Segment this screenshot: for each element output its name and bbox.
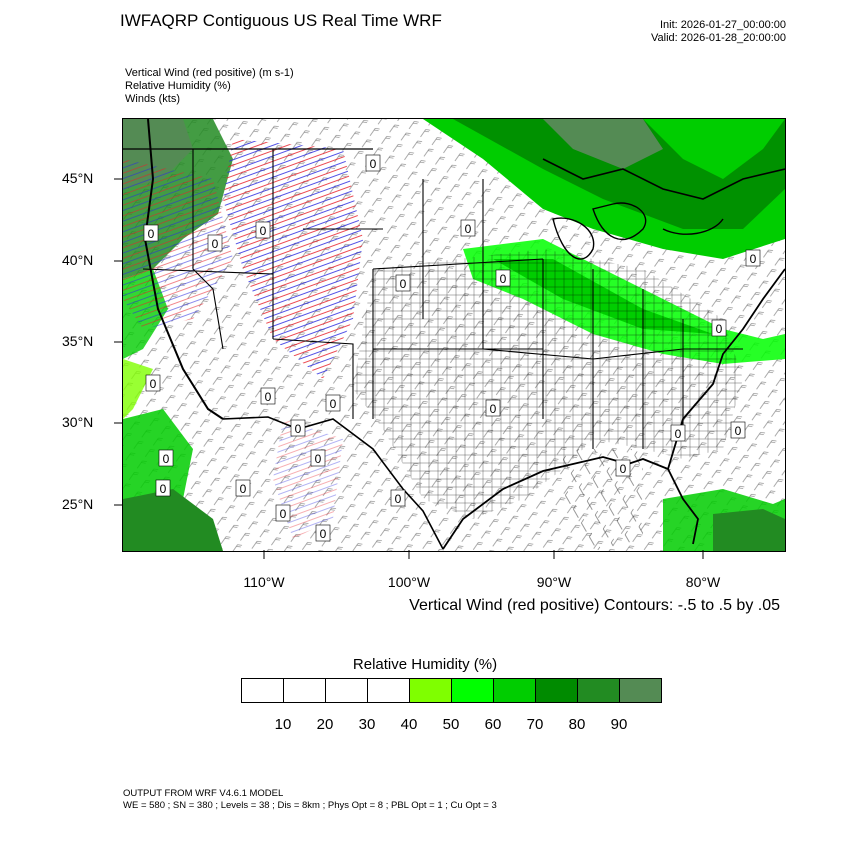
zero-label-box (365, 154, 381, 172)
zero-label-box (390, 489, 406, 507)
coastlines-borders (123, 119, 785, 550)
valid-time: Valid: 2026-01-28_20:00:00 (651, 32, 786, 44)
run-time-info: Init: 2026-01-27_00:00:00 Valid: 2026-01… (651, 19, 786, 45)
model-version: OUTPUT FROM WRF V4.6.1 MODEL (123, 788, 284, 799)
map-title: IWFAQRP Contiguous US Real Time WRF (120, 11, 442, 30)
county-lines (353, 249, 743, 519)
zero-label-box (315, 524, 331, 542)
legend-swatch (452, 679, 494, 702)
field-list: Vertical Wind (red positive) (m s-1) Rel… (125, 67, 294, 106)
lon-label-80: 80°W (685, 574, 721, 590)
zero-label-box (290, 419, 306, 437)
legend-swatch (536, 679, 578, 702)
zero-contour-label: 0 (260, 224, 267, 238)
zero-contour-label: 0 (500, 272, 507, 286)
zero-contour-label: 0 (395, 492, 402, 506)
zero-label-box (235, 479, 251, 497)
lon-label-100: 100°W (387, 574, 431, 590)
zero-contour-label: 0 (330, 397, 337, 411)
legend-swatch (578, 679, 620, 702)
lat-label-30: 30°N (62, 414, 94, 430)
zero-contour-label: 0 (295, 422, 302, 436)
legend-swatch (494, 679, 536, 702)
zero-contour-label: 0 (160, 482, 167, 496)
zero-label-box (207, 234, 223, 252)
legend-title: Relative Humidity (%) (352, 656, 498, 673)
legend-tick-label: 20 (316, 716, 334, 733)
lat-label-45: 45°N (62, 170, 94, 186)
zero-label-box (310, 449, 326, 467)
contour-note: Vertical Wind (red positive) Contours: -… (409, 597, 780, 614)
legend-tick-label: 10 (274, 716, 292, 733)
lat-label-35: 35°N (62, 333, 94, 349)
lat-label-40: 40°N (62, 252, 94, 268)
lon-label-90: 90°W (536, 574, 572, 590)
legend-swatch (368, 679, 410, 702)
legend-tick-label: 70 (526, 716, 544, 733)
zero-contour-label: 0 (750, 252, 757, 266)
zero-contour-label: 0 (163, 452, 170, 466)
field-relative-humidity: Relative Humidity (%) (125, 80, 231, 92)
model-footer: OUTPUT FROM WRF V4.6.1 MODEL WE = 580 ; … (123, 788, 497, 812)
legend-tick-label: 90 (610, 716, 628, 733)
zero-contour-label: 0 (465, 222, 472, 236)
zero-contour-label: 0 (716, 322, 723, 336)
zero-label-box (255, 221, 271, 239)
zero-contour-label: 0 (675, 427, 682, 441)
zero-label-box (670, 424, 686, 442)
zero-contour-label: 0 (320, 527, 327, 541)
legend-tick-label: 50 (442, 716, 460, 733)
map-canvas: 0 0 0 0 0 0 0 0 0 0 0 0 0 0 0 0 0 0 0 0 0 0 0 0 (123, 119, 785, 551)
legend-swatch (326, 679, 368, 702)
lat-label-25: 25°N (62, 496, 94, 512)
zero-contour-label: 0 (400, 277, 407, 291)
zero-contour-label: 0 (735, 424, 742, 438)
legend-tick-label: 30 (358, 716, 376, 733)
zero-label-box (395, 274, 411, 292)
zero-label-box (155, 479, 171, 497)
zero-label-box (260, 387, 276, 405)
legend-tick-label: 80 (568, 716, 586, 733)
weather-map: 0 0 0 0 0 0 0 0 0 0 0 0 0 0 0 0 0 0 0 0 0 0 0 0 (122, 118, 786, 552)
zero-label-box (460, 219, 476, 237)
field-winds: Winds (kts) (125, 93, 180, 105)
map-ticks (114, 178, 704, 559)
zero-label-box (158, 449, 174, 467)
zero-contour-label: 0 (150, 377, 157, 391)
zero-contour-label: 0 (315, 452, 322, 466)
zero-contour-label: 0 (212, 237, 219, 251)
lon-label-110: 110°W (243, 574, 285, 590)
zero-contour-label: 0 (620, 462, 627, 476)
zero-label-box (145, 374, 161, 392)
zero-label-box (325, 394, 341, 412)
zero-label-box (730, 421, 746, 439)
init-time: Init: 2026-01-27_00:00:00 (660, 19, 786, 31)
zero-contour-label: 0 (370, 157, 377, 171)
humidity-color-bar (241, 678, 662, 703)
legend-swatch (410, 679, 452, 702)
zero-contour-label: 0 (148, 227, 155, 241)
zero-label-box (495, 269, 511, 287)
zero-label-box (275, 504, 291, 522)
zero-contour-label: 0 (240, 482, 247, 496)
field-vertical-wind: Vertical Wind (red positive) (m s-1) (125, 67, 294, 79)
legend-swatch (284, 679, 326, 702)
zero-label-box (745, 249, 761, 267)
model-config: WE = 580 ; SN = 380 ; Levels = 38 ; Dis … (123, 800, 497, 811)
zero-label-box (485, 399, 501, 417)
zero-contour-label: 0 (490, 402, 497, 416)
zero-label-box (615, 459, 631, 477)
legend-tick-label: 40 (400, 716, 418, 733)
legend-tick-label: 60 (484, 716, 502, 733)
zero-contour-labels: 0 0 0 0 0 0 0 0 0 0 0 0 0 0 0 0 0 0 0 0 0 0 0 0 (143, 154, 761, 542)
zero-label-box (143, 224, 159, 242)
legend-swatch (620, 679, 661, 702)
legend-swatch (242, 679, 284, 702)
zero-contour-label: 0 (265, 390, 272, 404)
zero-label-box (711, 319, 727, 337)
zero-contour-label: 0 (280, 507, 287, 521)
